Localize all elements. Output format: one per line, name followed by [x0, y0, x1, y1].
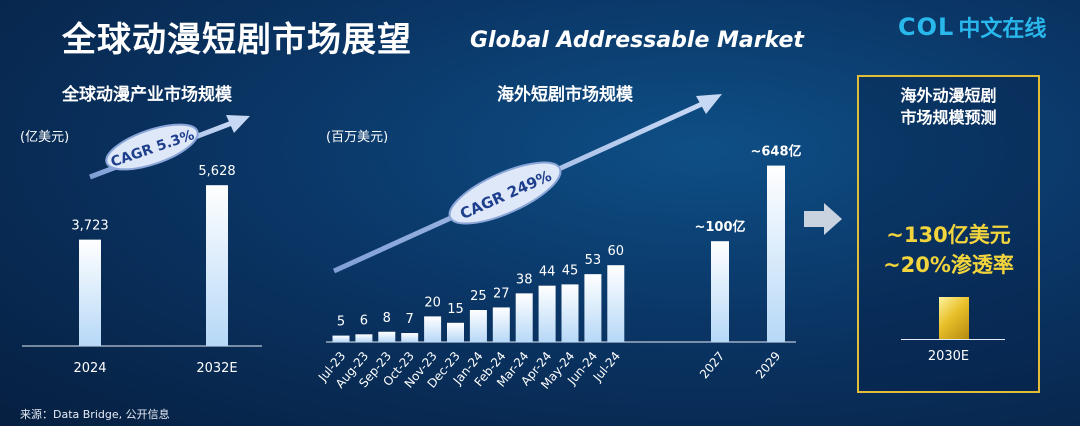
chart1-value-label: 5,628 [198, 164, 235, 179]
chart2-bar-Feb-24 [492, 307, 510, 342]
source-note: 来源：Data Bridge, 公开信息 [20, 408, 170, 421]
forecast-box: 海外动漫短剧 市场规模预测 ~130亿美元 ~20%渗透率 2030E [857, 75, 1040, 393]
chart2-value-label: 5 [337, 315, 345, 330]
chart2-bar-Jan-24 [469, 310, 487, 342]
chart1-bar-2024 [79, 239, 101, 346]
chart2-bar-Jun-24 [584, 274, 602, 342]
chart2-bar-Jul-24 [607, 265, 625, 342]
chart2-value-label: 44 [539, 265, 556, 280]
forecast-bar [939, 297, 969, 339]
next-arrow-icon [804, 203, 842, 235]
chart1-cagr-bubble [105, 123, 199, 171]
chart2-value-label: 8 [383, 311, 391, 326]
chart2-value-label: 20 [424, 295, 441, 310]
chart2-category-label: 2029 [753, 349, 783, 381]
forecast-title: 海外动漫短剧 市场规模预测 [859, 85, 1038, 129]
chart2-bar-Sep-23 [378, 331, 396, 342]
chart1-bar-2032E [206, 185, 228, 346]
chart2-value-label: 38 [516, 272, 533, 287]
chart2-bar-Aug-23 [355, 334, 373, 342]
chart2-bar-Dec-23 [447, 322, 464, 342]
chart1-category-label: 2024 [73, 361, 106, 376]
chart2-bar-Apr-24 [538, 285, 556, 342]
page-subtitle-en: Global Addressable Market [470, 28, 804, 53]
chart2-bar-2029 [767, 165, 785, 342]
chart2-cagr-bubble [448, 161, 562, 225]
forecast-year: 2030E [927, 349, 970, 364]
forecast-axis [901, 339, 1005, 340]
chart2-unit: (百万美元) [326, 130, 389, 145]
chart2-value-label: 60 [608, 244, 625, 259]
forecast-title-line2: 市场规模预测 [900, 108, 997, 127]
chart2-plot: CAGR 249% 5Jul-236Aug-238Sep-237Oct-2320… [315, 94, 802, 392]
chart1-value-label: 3,723 [71, 219, 108, 234]
chart2-value-label: 53 [585, 253, 602, 268]
forecast-market-size: ~130亿美元 [886, 223, 1011, 247]
forecast-title-line1: 海外动漫短剧 [900, 86, 997, 105]
chart2-value-label: 15 [447, 302, 464, 317]
logo-text: 中文在线 [958, 17, 1047, 42]
chart2-bar-Oct-23 [401, 333, 419, 342]
page-title: 全球动漫短剧市场展望 [62, 20, 412, 60]
chart2-bar-May-24 [561, 284, 579, 342]
chart2-value-label: 6 [360, 313, 368, 328]
chart2-bar-Nov-23 [424, 316, 442, 342]
chart2-category-label: 2027 [697, 349, 727, 381]
brand-logo: COL 中文在线 [898, 12, 1046, 42]
forecast-penetration: ~20%渗透率 [883, 253, 1014, 277]
chart2-value-label: 27 [493, 286, 510, 301]
chart2-value-label: ~100亿 [694, 219, 745, 235]
chart2-title: 海外短剧市场规模 [497, 85, 633, 105]
chart2-value-label: 7 [406, 312, 414, 327]
chart2-value-label: 45 [562, 263, 579, 278]
chart2-bar-Jul-23 [332, 335, 350, 342]
chart1-category-label: 2032E [196, 361, 237, 376]
chart1-title: 全球动漫产业市场规模 [62, 85, 232, 105]
chart2-bar-Mar-24 [515, 293, 533, 342]
chart2-bar-2027 [711, 241, 729, 342]
chart2-value-label: ~648亿 [750, 144, 801, 160]
chart2-value-label: 25 [470, 289, 487, 304]
logo-mark: COL [898, 13, 955, 41]
chart1-unit: (亿美元) [20, 130, 70, 145]
